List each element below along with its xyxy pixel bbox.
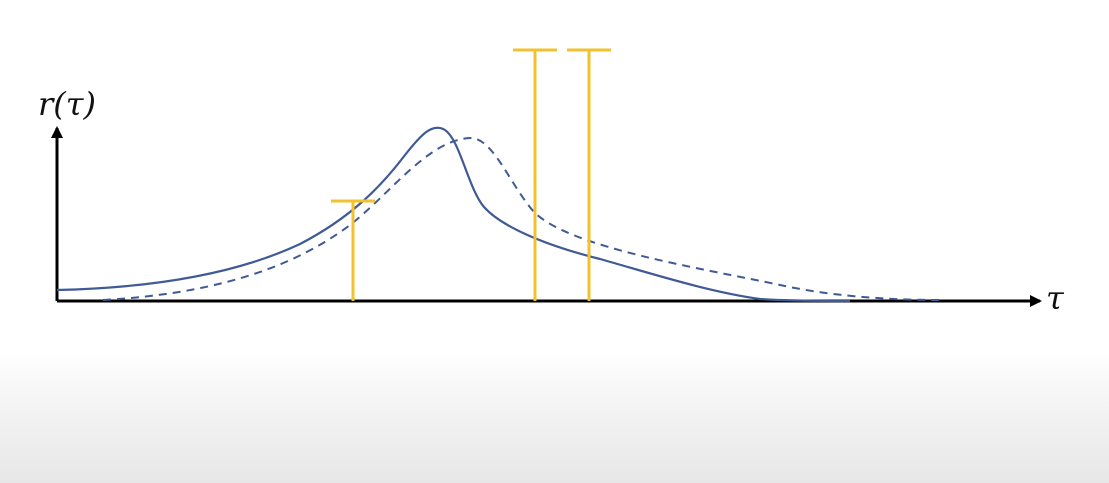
error-bar-right-2 <box>567 48 611 301</box>
error-bar-right-1 <box>513 48 557 301</box>
y-axis-label: r(τ) <box>38 85 96 123</box>
solid-response-curve <box>56 126 851 303</box>
error-bar-left <box>331 199 375 301</box>
x-axis-label: τ <box>1046 279 1065 317</box>
dashed-response-curve <box>102 136 943 301</box>
